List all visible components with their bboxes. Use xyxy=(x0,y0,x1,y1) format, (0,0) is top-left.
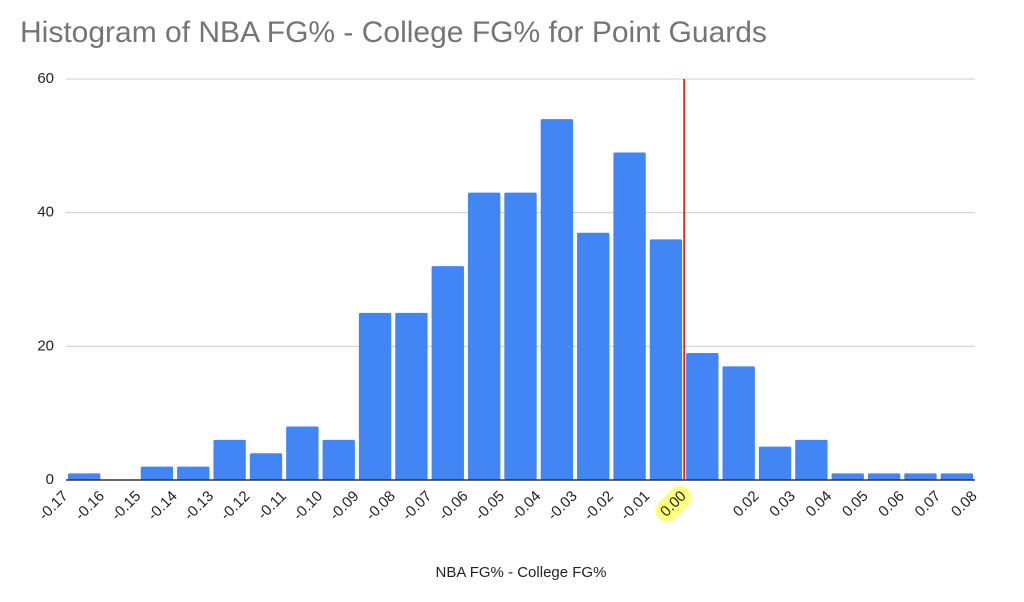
bar xyxy=(358,312,392,480)
x-tick: 0.08 xyxy=(948,488,981,521)
x-tick: 0.06 xyxy=(875,488,908,521)
bar xyxy=(322,439,355,480)
x-tick-label: 0.04 xyxy=(803,488,836,521)
bar xyxy=(795,439,828,480)
x-tick: -0.02 xyxy=(581,488,617,524)
x-tick-label: 0.05 xyxy=(839,488,872,521)
bar xyxy=(940,473,973,480)
bar xyxy=(686,353,719,480)
x-tick-label: -0.03 xyxy=(544,488,580,524)
x-tick-label: 0.02 xyxy=(730,488,763,521)
bar xyxy=(504,192,537,480)
chart-title: Histogram of NBA FG% - College FG% for P… xyxy=(20,16,767,49)
x-tick: -0.11 xyxy=(254,488,289,523)
x-tick: -0.07 xyxy=(399,488,435,524)
bar xyxy=(831,473,864,480)
x-tick: 0.04 xyxy=(803,488,836,521)
y-tick-label: 40 xyxy=(37,204,54,221)
x-tick: -0.03 xyxy=(544,488,580,524)
x-tick-label: -0.04 xyxy=(508,488,544,524)
x-tick-label: -0.16 xyxy=(72,488,108,524)
x-tick-label: -0.01 xyxy=(617,488,653,524)
x-tick: 0.03 xyxy=(766,488,799,521)
x-tick: 0.02 xyxy=(730,488,763,521)
bar xyxy=(722,366,755,480)
x-tick: -0.17 xyxy=(35,488,71,524)
bar xyxy=(431,266,464,480)
x-tick: 0.07 xyxy=(912,488,945,521)
x-axis-label: NBA FG% - College FG% xyxy=(436,564,607,581)
x-tick-label: -0.07 xyxy=(399,488,435,524)
x-tick-label: -0.17 xyxy=(35,488,71,524)
x-tick-label: -0.15 xyxy=(108,488,144,524)
x-tick-label: -0.10 xyxy=(290,488,326,524)
x-tick-label: -0.02 xyxy=(581,488,617,524)
x-tick: 0.05 xyxy=(839,488,872,521)
y-tick-label: 20 xyxy=(37,337,54,354)
bar xyxy=(249,453,283,480)
bar xyxy=(177,466,210,480)
x-tick-label: -0.06 xyxy=(435,488,471,524)
x-tick-label: -0.08 xyxy=(363,488,399,524)
x-tick: -0.08 xyxy=(363,488,399,524)
bar xyxy=(649,239,683,480)
x-tick: -0.15 xyxy=(108,488,144,524)
y-tick-label: 0 xyxy=(46,471,54,488)
bar xyxy=(758,446,792,480)
x-tick-label: -0.12 xyxy=(217,488,253,524)
x-tick-label: -0.09 xyxy=(326,488,362,524)
bar xyxy=(395,312,428,480)
x-tick: -0.13 xyxy=(181,488,217,524)
x-tick: -0.01 xyxy=(617,488,653,524)
bar xyxy=(140,466,174,480)
bar xyxy=(286,426,319,480)
bar xyxy=(904,473,937,480)
bar xyxy=(577,232,610,480)
x-tick-label: -0.14 xyxy=(145,488,181,524)
bar xyxy=(540,119,574,480)
x-tick: -0.09 xyxy=(326,488,362,524)
x-tick: -0.05 xyxy=(472,488,508,524)
x-tick: -0.04 xyxy=(508,488,544,524)
tick-highlight xyxy=(655,485,692,523)
bar xyxy=(613,152,646,480)
x-tick: -0.14 xyxy=(145,488,181,524)
bar xyxy=(68,473,101,480)
x-tick-label: -0.13 xyxy=(181,488,217,524)
y-tick-label: 60 xyxy=(37,70,54,87)
x-tick-label: 0.07 xyxy=(912,488,945,521)
x-tick-label: -0.11 xyxy=(254,488,289,523)
x-tick-label: 0.06 xyxy=(875,488,908,521)
bar xyxy=(467,192,501,480)
x-tick: -0.12 xyxy=(217,488,253,524)
x-tick-label: 0.03 xyxy=(766,488,799,521)
x-tick-label: -0.05 xyxy=(472,488,508,524)
x-tick: 0.00 xyxy=(655,485,692,523)
x-tick: -0.06 xyxy=(435,488,471,524)
x-tick: -0.10 xyxy=(290,488,326,524)
x-tick: -0.16 xyxy=(72,488,108,524)
bar xyxy=(213,439,246,480)
bar xyxy=(867,473,901,480)
x-tick-label: 0.08 xyxy=(948,488,981,521)
